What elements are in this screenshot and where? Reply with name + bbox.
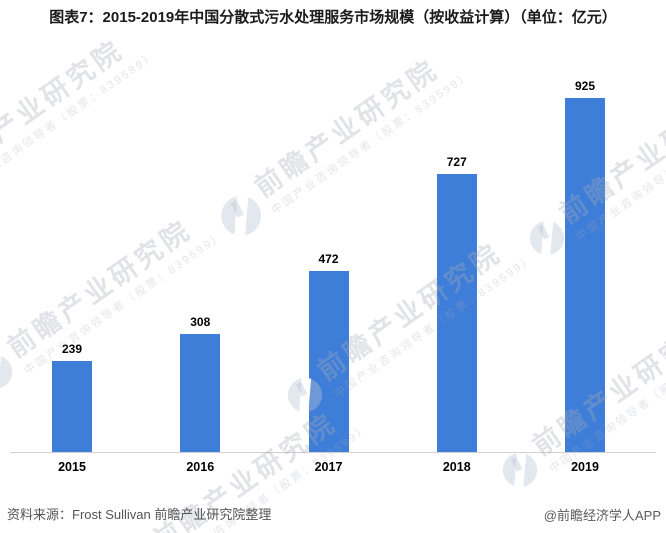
bar (436, 174, 477, 452)
bar-value-label: 239 (61, 342, 83, 356)
bar-value-label: 472 (318, 252, 339, 266)
bar-value-label: 727 (446, 155, 467, 169)
x-axis-line (10, 452, 656, 453)
bar-value-label: 925 (574, 79, 596, 93)
bar-value-label: 308 (190, 315, 211, 329)
x-axis-tick-label: 2018 (442, 460, 471, 474)
bar (52, 361, 92, 452)
app-credit: @前瞻经济学人APP (543, 508, 661, 523)
x-axis-tick-label: 2015 (58, 460, 86, 474)
bar (565, 98, 605, 452)
x-axis-tick-label: 2017 (314, 460, 343, 474)
x-axis-tick-label: 2019 (571, 460, 599, 474)
source-note: 资料来源：Frost Sullivan 前瞻产业研究院整理 (7, 507, 272, 522)
bar (180, 334, 221, 452)
bar (308, 271, 349, 452)
x-axis-tick-label: 2016 (186, 460, 215, 474)
chart-title: 图表7：2015-2019年中国分散式污水处理服务市场规模（按收益计算）（单位：… (49, 9, 617, 26)
